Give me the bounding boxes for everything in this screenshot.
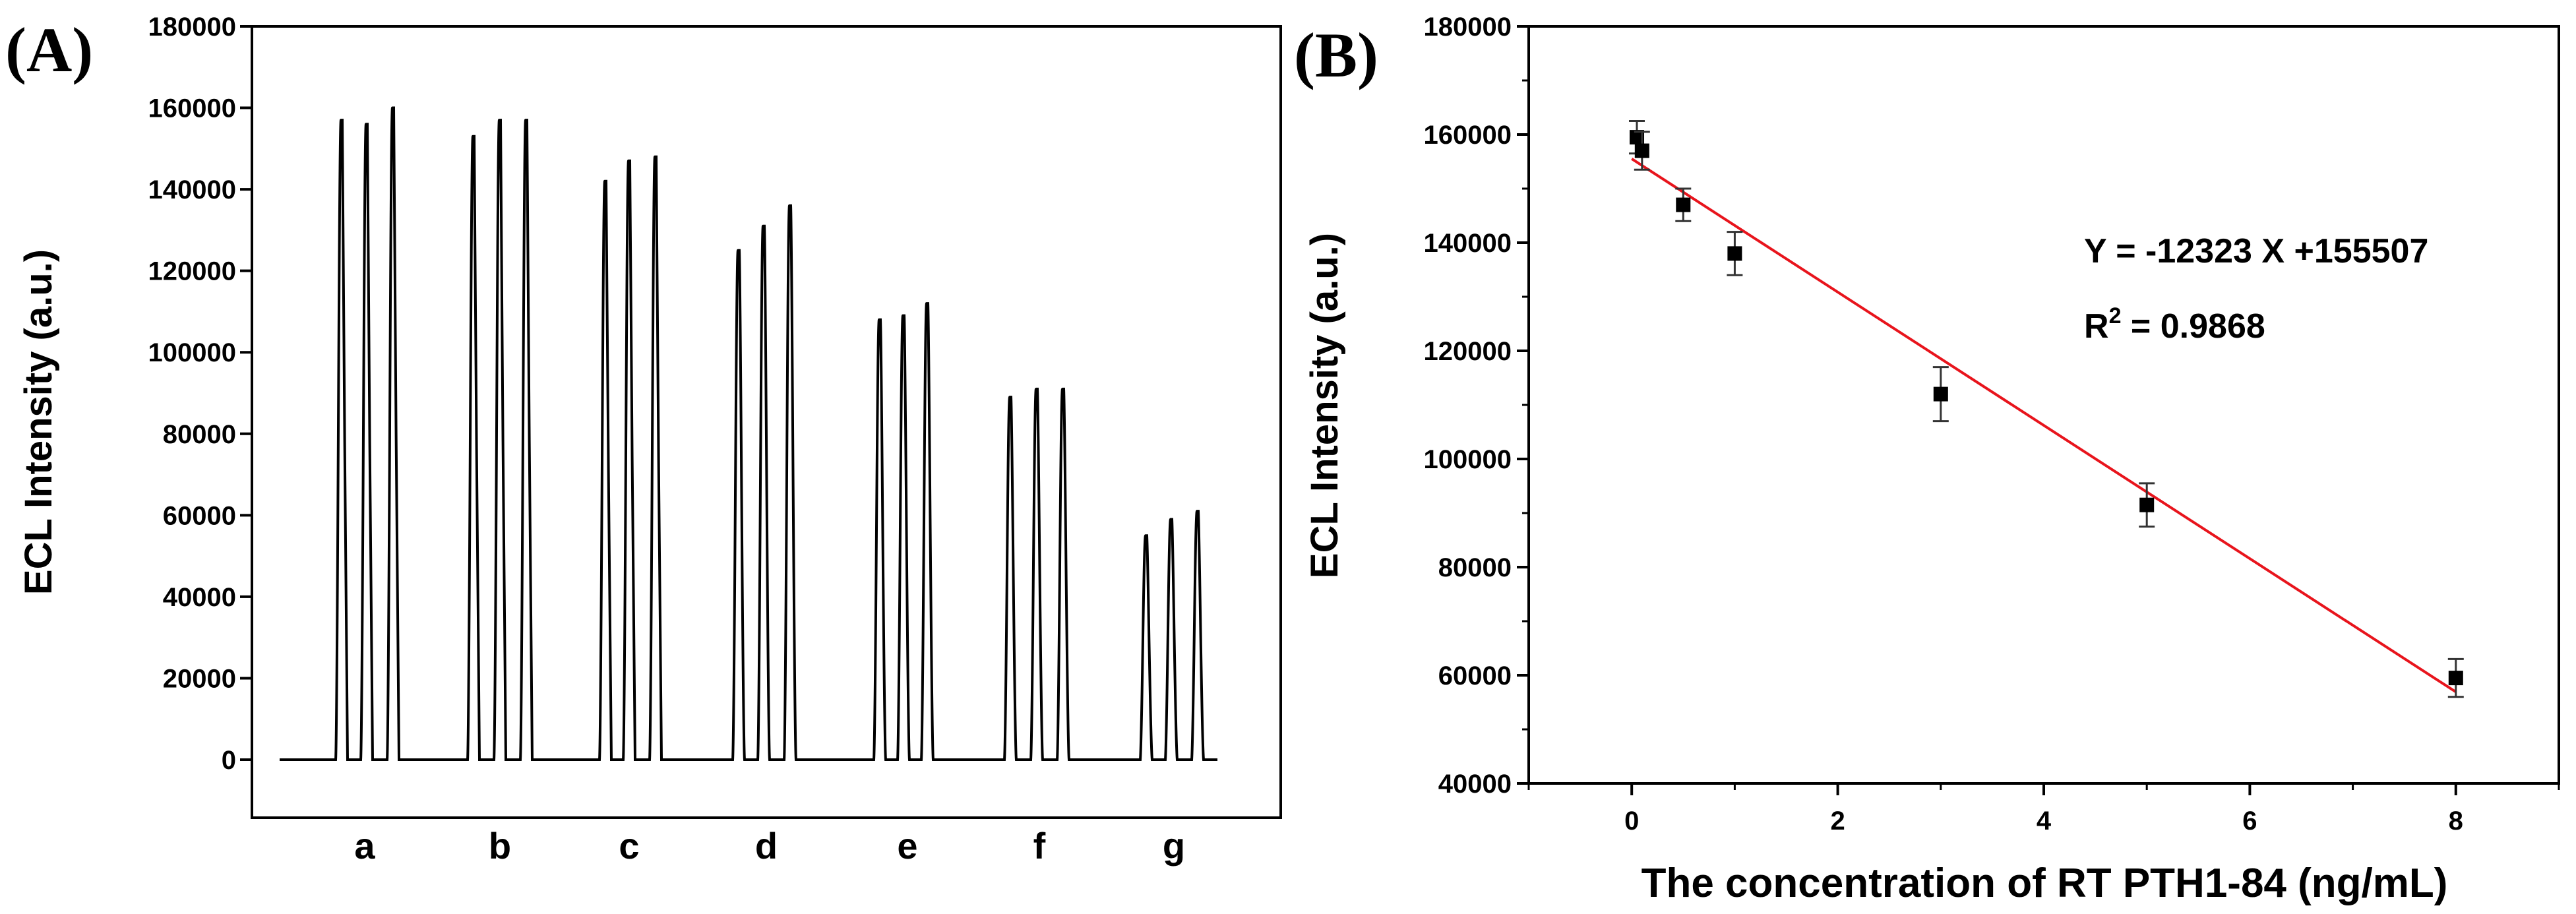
a-ytick-label: 0 (222, 746, 236, 775)
r2-r: R (2084, 307, 2109, 346)
b-ytick-label: 60000 (1438, 661, 1512, 690)
panel-a-category-labels: a b c d e f g (354, 825, 1185, 867)
a-ytick-label: 160000 (148, 94, 236, 123)
panel-b: (B) 40000 60000 80000 100000 120000 140000 160… (1294, 13, 2560, 906)
panel-b-x-ticks: 0 2 4 6 8 (1527, 783, 2560, 836)
a-ytick-label: 180000 (148, 13, 236, 42)
a-ytick-label: 100000 (148, 338, 236, 367)
b-ytick-label: 180000 (1424, 13, 1512, 42)
a-category-label: f (1033, 825, 1046, 867)
b-ytick-label: 40000 (1438, 770, 1512, 799)
panel-a-label: (A) (5, 15, 93, 85)
b-xtick-label: 4 (2037, 807, 2052, 836)
fit-r-squared: R2 = 0.9868 (2084, 303, 2265, 346)
b-ytick-label: 80000 (1438, 553, 1512, 582)
r2-value: = 0.9868 (2121, 307, 2265, 346)
b-data-point (1630, 130, 1645, 145)
b-ytick-label: 100000 (1424, 445, 1512, 474)
panel-b-frame (1527, 25, 2560, 785)
a-ytick-label: 40000 (163, 583, 236, 612)
b-data-point (1933, 386, 1948, 402)
b-xtick-label: 6 (2242, 807, 2257, 836)
panel-b-y-axis-title: ECL Intensity (a.u.) (1303, 233, 1346, 578)
a-category-label: e (897, 825, 917, 867)
a-category-label: a (354, 825, 375, 867)
panel-a-y-axis-title: ECL Intensity (a.u.) (17, 249, 60, 595)
a-ytick-label: 140000 (148, 175, 236, 204)
b-ytick-label: 120000 (1424, 337, 1512, 366)
b-xtick-label: 0 (1624, 807, 1639, 836)
panel-b-label: (B) (1294, 20, 1378, 90)
b-data-point (2448, 671, 2463, 686)
panel-b-fit-line (1631, 158, 2457, 693)
panel-b-points (1629, 120, 2464, 698)
panel-b-y-ticks: 40000 60000 80000 100000 120000 140000 160000 1… (1424, 13, 1529, 799)
b-ytick-label: 140000 (1424, 229, 1512, 258)
b-data-point (1634, 143, 1649, 158)
a-category-label: g (1163, 825, 1185, 867)
b-xtick-label: 8 (2449, 807, 2463, 836)
fit-equation: Y = -12323 X +155507 (2084, 232, 2428, 270)
a-category-label: d (755, 825, 778, 867)
panel-a: (A) 0 20000 40000 60000 80000 100000 120000 140… (5, 13, 1282, 867)
panel-a-y-ticks: 0 20000 40000 60000 80000 100000 120000 140000 1… (148, 13, 252, 775)
a-ytick-label: 80000 (163, 420, 236, 449)
b-data-point (1727, 246, 1742, 261)
b-xtick-label: 2 (1830, 807, 1845, 836)
a-ytick-label: 20000 (163, 664, 236, 693)
r2-superscript: 2 (2109, 303, 2122, 328)
panel-a-trace (280, 106, 1217, 761)
panel-b-x-axis-title: The concentration of RT PTH1-84 (ng/mL) (1641, 861, 2448, 906)
b-ytick-label: 160000 (1424, 121, 1512, 150)
a-ytick-label: 60000 (163, 501, 236, 530)
a-category-label: b (489, 825, 511, 867)
b-data-point (1676, 197, 1691, 212)
panel-a-frame (251, 25, 1282, 819)
a-category-label: c (619, 825, 639, 867)
a-ytick-label: 120000 (148, 257, 236, 286)
b-data-point (2139, 497, 2155, 512)
